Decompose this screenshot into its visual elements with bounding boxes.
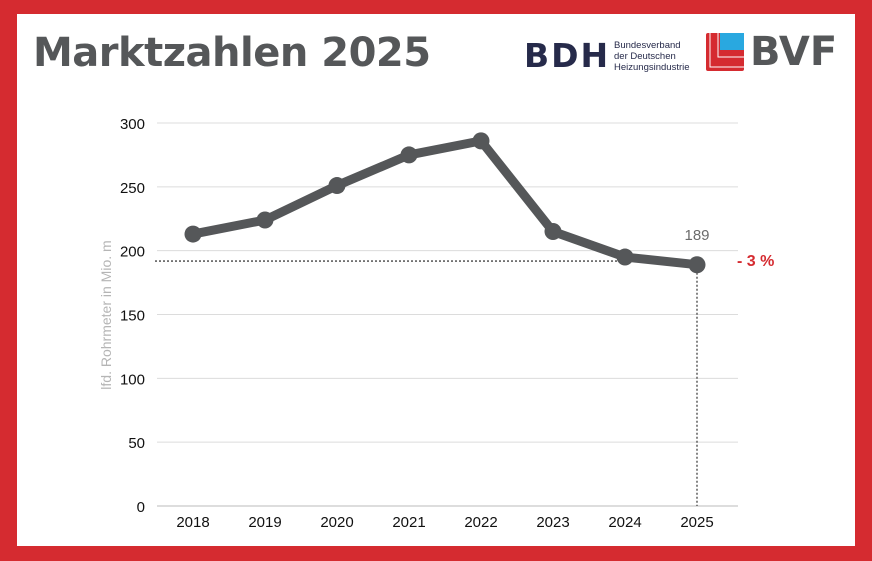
y-tick-label: 250: [120, 180, 145, 197]
y-tick-label: 300: [120, 116, 145, 133]
y-axis-label: lfd. Rohrmeter in Mio. m: [98, 240, 114, 389]
bdh-logo: BDH: [524, 36, 611, 75]
x-tick-label: 2018: [176, 514, 209, 531]
x-tick-label: 2023: [536, 514, 569, 531]
x-tick-label: 2019: [248, 514, 281, 531]
bvf-logo: BVF: [750, 29, 838, 75]
chart-panel: [17, 14, 855, 546]
data-point: [472, 132, 490, 150]
page-title: Marktzahlen 2025: [33, 30, 431, 76]
y-tick-label: 100: [120, 371, 145, 388]
data-point: [616, 248, 634, 266]
y-tick-label: 150: [120, 308, 145, 325]
y-tick-label: 0: [137, 499, 145, 516]
bvf-logo-mark-icon: [706, 33, 744, 71]
y-tick-label: 50: [128, 435, 145, 452]
data-point: [688, 256, 706, 274]
bdh-subtitle-line: der Deutschen: [614, 51, 676, 62]
x-tick-label: 2025: [680, 514, 713, 531]
x-tick-label: 2022: [464, 514, 497, 531]
x-tick-label: 2021: [392, 514, 425, 531]
x-tick-label: 2020: [320, 514, 353, 531]
series-line: [192, 136, 698, 270]
bdh-subtitle-line: Heizungsindustrie: [614, 62, 690, 73]
data-point: [328, 177, 346, 195]
bdh-subtitle-line: Bundesverband: [614, 40, 681, 51]
change-label: - 3 %: [737, 253, 774, 270]
data-point: [400, 146, 418, 164]
last-value-label: 189: [684, 227, 709, 244]
data-point: [544, 223, 562, 241]
data-point: [256, 211, 274, 229]
bdh-logo-subtitle: Bundesverband der Deutschen Heizungsindu…: [614, 40, 714, 73]
y-tick-label: 200: [120, 244, 145, 261]
data-point: [184, 225, 202, 243]
x-tick-label: 2024: [608, 514, 641, 531]
